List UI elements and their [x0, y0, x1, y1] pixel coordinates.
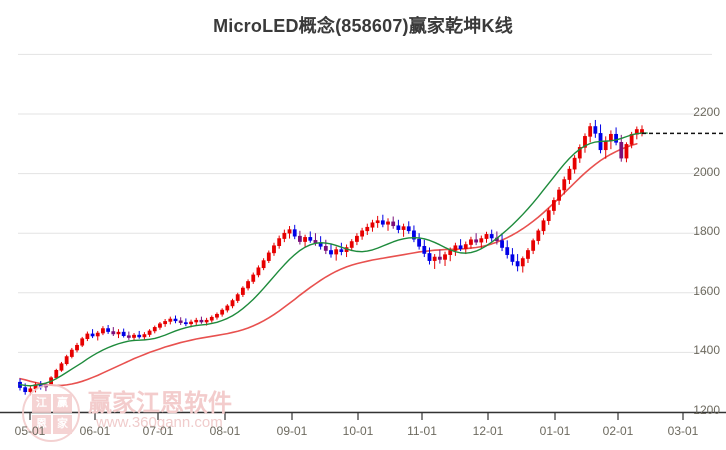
chart-gridlines — [18, 53, 712, 413]
x-axis-tick-label: 03-01 — [667, 424, 699, 438]
x-axis-tick-label: 09-01 — [276, 424, 308, 438]
y-axis-tick-label: 1600 — [693, 283, 720, 298]
candlestick-series — [18, 119, 644, 396]
x-axis-tick-label: 10-01 — [342, 424, 374, 438]
page-title: MicroLED概念(858607)赢家乾坤K线 — [213, 16, 513, 36]
ma-fast-line — [19, 132, 648, 387]
x-axis-tick-label: 12-01 — [472, 424, 504, 438]
x-axis-tick-label: 05-01 — [14, 424, 46, 438]
x-axis-tick-label: 07-01 — [142, 424, 174, 438]
x-axis-tick-label: 02-01 — [602, 424, 634, 438]
x-axis — [0, 411, 726, 420]
x-axis-tick-label: 06-01 — [79, 424, 111, 438]
x-axis-tick-label: 01-01 — [539, 424, 571, 438]
y-axis-tick-label: 1800 — [693, 224, 720, 239]
y-axis-tick-label: 2000 — [693, 164, 720, 179]
y-axis-tick-label: 1400 — [693, 343, 720, 358]
y-axis-tick-label: 1200 — [693, 403, 720, 417]
y-axis-tick-label: 2200 — [693, 105, 720, 119]
ma-slow-line — [19, 143, 638, 387]
x-axis-tick-label: 11-01 — [407, 424, 437, 438]
x-axis-tick-label: 08-01 — [209, 424, 241, 438]
